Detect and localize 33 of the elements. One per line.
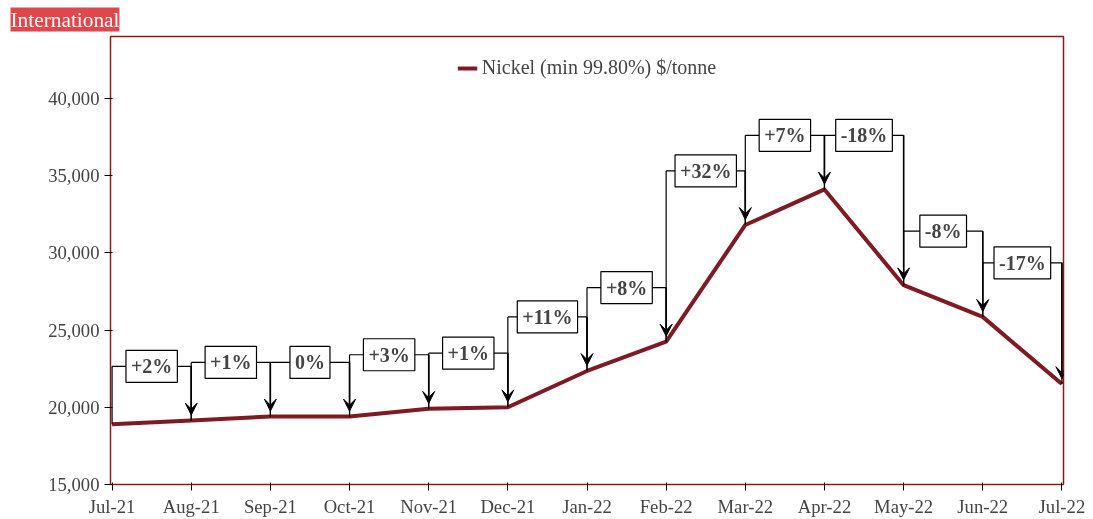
annotation: +11% xyxy=(522,305,573,328)
x-tick-label: May-22 xyxy=(874,495,934,517)
y-tick-label: 30,000 xyxy=(48,242,100,264)
legend-label: Nickel (min 99.80%) $/tonne xyxy=(481,56,717,79)
x-tick-label: Jul-21 xyxy=(88,495,136,517)
x-tick-label: Sep-21 xyxy=(243,495,297,517)
x-tick-label: Feb-22 xyxy=(639,495,693,517)
annotation: -8% xyxy=(924,220,962,243)
y-tick-label: 35,000 xyxy=(48,165,100,187)
x-tick-label: Jun-22 xyxy=(957,495,1009,517)
x-tick-label: Jul-22 xyxy=(1038,495,1086,517)
x-tick-label: Dec-21 xyxy=(480,495,536,517)
x-tick-label: Aug-21 xyxy=(162,495,220,517)
annotation: +1% xyxy=(210,351,252,374)
y-tick-label: 20,000 xyxy=(48,396,100,418)
annotation: +3% xyxy=(368,343,410,366)
y-tick-label: 15,000 xyxy=(48,474,100,495)
x-tick-label: Apr-22 xyxy=(797,495,852,517)
y-tick-label: 40,000 xyxy=(48,87,100,109)
annotation: -18% xyxy=(840,124,888,147)
x-tick-label: Jan-22 xyxy=(562,495,612,517)
annotation: -17% xyxy=(999,251,1046,274)
y-tick-label: 25,000 xyxy=(48,319,100,341)
annotation: 0% xyxy=(294,351,325,374)
x-tick-label: Mar-22 xyxy=(717,495,774,517)
annotation: +2% xyxy=(130,355,173,378)
x-tick-label: Oct-21 xyxy=(323,495,376,517)
annotation: +7% xyxy=(764,124,806,147)
x-tick-label: Nov-21 xyxy=(400,495,458,517)
annotation: +8% xyxy=(605,276,648,299)
annotation: +32% xyxy=(680,159,732,182)
text: International xyxy=(10,7,120,32)
annotation: +1% xyxy=(447,342,489,365)
